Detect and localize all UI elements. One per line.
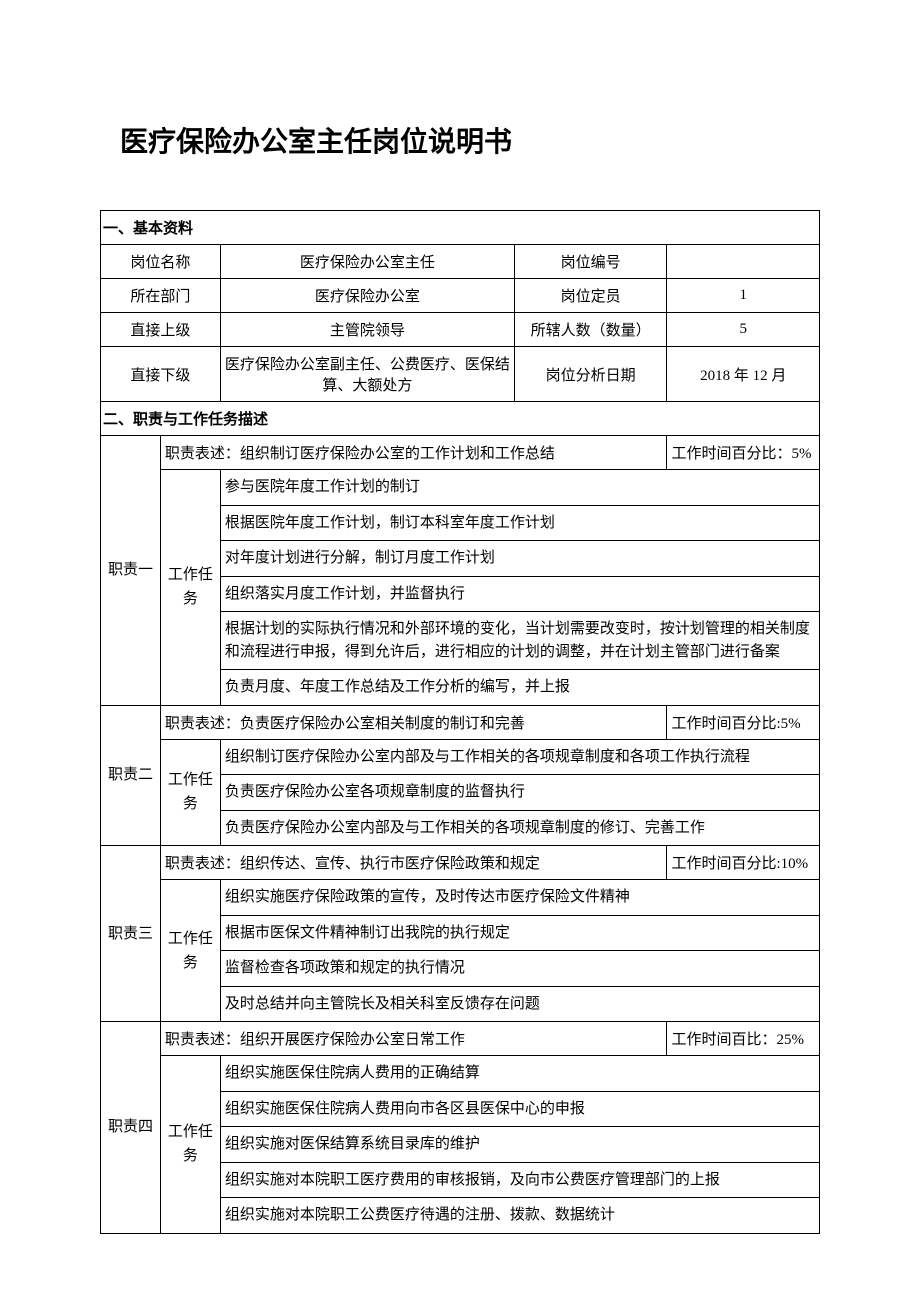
basic-label: 岗位定员: [514, 279, 667, 313]
section2-header: 二、职责与工作任务描述: [101, 402, 820, 436]
basic-value: 医疗保险办公室: [220, 279, 514, 313]
basic-label: 所在部门: [101, 279, 221, 313]
duty-desc: 职责表述：负责医疗保险办公室相关制度的制订和完善: [160, 705, 667, 739]
task-item: 负责医疗保险办公室内部及与工作相关的各项规章制度的修订、完善工作: [220, 810, 819, 846]
duty-desc: 职责表述：组织传达、宣传、执行市医疗保险政策和规定: [160, 846, 667, 880]
document-title: 医疗保险办公室主任岗位说明书: [120, 120, 820, 160]
task-item: 及时总结并向主管院长及相关科室反馈存在问题: [220, 986, 819, 1022]
duty-time: 工作时间百分比:10%: [667, 846, 820, 880]
duty-time: 工作时间百分比:5%: [667, 705, 820, 739]
basic-value: 主管院领导: [220, 313, 514, 347]
duty-desc: 职责表述：组织制订医疗保险办公室的工作计划和工作总结: [160, 436, 667, 470]
task-item: 组织落实月度工作计划，并监督执行: [220, 576, 819, 612]
task-label: 工作任务: [160, 470, 220, 706]
basic-value: [667, 245, 820, 279]
task-item: 参与医院年度工作计划的制订: [220, 470, 819, 506]
basic-value: 1: [667, 279, 820, 313]
task-item: 监督检查各项政策和规定的执行情况: [220, 951, 819, 987]
task-label: 工作任务: [160, 1056, 220, 1234]
duty-time: 工作时间百比：25%: [667, 1022, 820, 1056]
basic-label: 直接下级: [101, 347, 221, 402]
basic-label: 岗位编号: [514, 245, 667, 279]
section1-header: 一、基本资料: [101, 211, 820, 245]
task-label: 工作任务: [160, 880, 220, 1022]
task-item: 组织实施对本院职工公费医疗待遇的注册、拨款、数据统计: [220, 1198, 819, 1234]
task-label: 工作任务: [160, 739, 220, 846]
duty-label: 职责三: [101, 846, 161, 1022]
duty-time: 工作时间百分比：5%: [667, 436, 820, 470]
task-item: 组织实施对医保结算系统目录库的维护: [220, 1127, 819, 1163]
duty-label: 职责二: [101, 705, 161, 846]
task-item: 负责月度、年度工作总结及工作分析的编写，并上报: [220, 670, 819, 706]
basic-value: 医疗保险办公室主任: [220, 245, 514, 279]
basic-label: 岗位名称: [101, 245, 221, 279]
task-item: 根据计划的实际执行情况和外部环境的变化，当计划需要改变时，按计划管理的相关制度和…: [220, 612, 819, 670]
basic-value: 5: [667, 313, 820, 347]
task-item: 组织实施医保住院病人费用向市各区县医保中心的申报: [220, 1091, 819, 1127]
job-spec-table: 一、基本资料 岗位名称 医疗保险办公室主任 岗位编号 所在部门 医疗保险办公室 …: [100, 210, 820, 1234]
task-item: 组织实施医疗保险政策的宣传，及时传达市医疗保险文件精神: [220, 880, 819, 916]
basic-label: 岗位分析日期: [514, 347, 667, 402]
task-item: 负责医疗保险办公室各项规章制度的监督执行: [220, 775, 819, 811]
task-item: 根据医院年度工作计划，制订本科室年度工作计划: [220, 505, 819, 541]
task-item: 组织实施对本院职工医疗费用的审核报销，及向市公费医疗管理部门的上报: [220, 1162, 819, 1198]
duty-desc: 职责表述：组织开展医疗保险办公室日常工作: [160, 1022, 667, 1056]
duty-label: 职责四: [101, 1022, 161, 1234]
basic-value: 2018 年 12 月: [667, 347, 820, 402]
basic-label: 直接上级: [101, 313, 221, 347]
basic-label: 所辖人数（数量）: [514, 313, 667, 347]
task-item: 对年度计划进行分解，制订月度工作计划: [220, 541, 819, 577]
task-item: 根据市医保文件精神制订出我院的执行规定: [220, 915, 819, 951]
task-item: 组织制订医疗保险办公室内部及与工作相关的各项规章制度和各项工作执行流程: [220, 739, 819, 775]
duty-label: 职责一: [101, 436, 161, 706]
task-item: 组织实施医保住院病人费用的正确结算: [220, 1056, 819, 1092]
basic-value: 医疗保险办公室副主任、公费医疗、医保结算、大额处方: [220, 347, 514, 402]
